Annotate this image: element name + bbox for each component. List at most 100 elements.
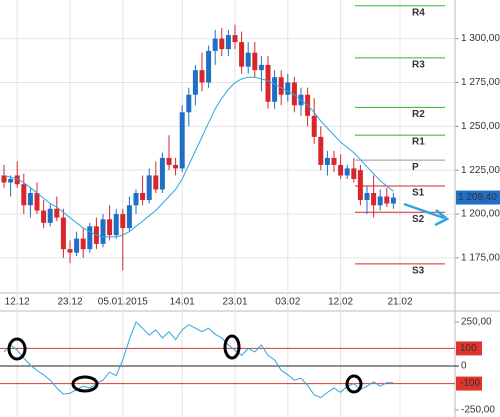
pivot-label: P <box>412 162 419 173</box>
arrow-shaft <box>403 202 445 220</box>
pivot-label: S3 <box>412 266 425 277</box>
candle-body <box>252 52 258 71</box>
candle-body <box>324 157 330 165</box>
candle-body <box>225 35 231 50</box>
candle-body <box>67 249 73 253</box>
x-tick-label: 23.12 <box>57 297 82 308</box>
candle-body <box>239 42 245 67</box>
candle-body <box>14 175 20 185</box>
candle-body <box>146 175 152 201</box>
candle-body <box>344 168 350 176</box>
x-tick-label: 05.01.2015 <box>98 297 148 308</box>
candle-body <box>34 192 40 211</box>
candle-body <box>364 192 370 201</box>
y-tick-label: 1 175,00 <box>461 253 500 264</box>
candle-body <box>107 219 113 236</box>
x-tick-label: 23.01 <box>222 297 247 308</box>
x-tick-label: 21.02 <box>387 297 412 308</box>
candle-body <box>113 214 119 236</box>
cci-line <box>3 321 394 399</box>
price-tag <box>456 190 500 205</box>
level-label: -100 <box>460 378 480 389</box>
y-tick-label: 1 225,00 <box>461 165 500 176</box>
level-tag <box>456 341 482 356</box>
price-tag-label: 1 209,40 <box>458 192 497 203</box>
candle-body <box>377 196 383 206</box>
pivot-label: R2 <box>412 109 425 120</box>
candle-body <box>126 205 132 229</box>
pivot-label: S1 <box>412 188 425 199</box>
candle-body <box>153 175 159 190</box>
candle-body <box>357 170 363 201</box>
y-tick-label: 250,00 <box>461 317 492 328</box>
candle-body <box>311 115 317 137</box>
candle-body <box>186 94 192 113</box>
candle-body <box>232 35 238 43</box>
oval <box>7 337 27 361</box>
pivot-label: R4 <box>412 7 425 18</box>
candle-body <box>206 50 212 83</box>
candle-body <box>87 226 93 250</box>
oval <box>71 375 99 393</box>
candle-body <box>8 178 14 183</box>
y-tick-label: 0 <box>461 361 467 372</box>
candle-body <box>318 136 324 165</box>
candle-body <box>331 157 337 165</box>
candle-body <box>265 64 271 102</box>
level-label: 100 <box>460 343 477 354</box>
candle-body <box>166 157 172 165</box>
candle-body <box>258 64 264 71</box>
candle-body <box>384 196 390 204</box>
candle-body <box>351 168 357 179</box>
y-tick-label: 1 200,00 <box>461 209 500 220</box>
arrow <box>403 202 450 227</box>
candle-body <box>192 70 198 95</box>
candle-body <box>371 192 377 206</box>
candle-body <box>47 208 53 223</box>
candle-body <box>41 210 47 223</box>
pivot-label: S2 <box>412 214 425 225</box>
candle-body <box>133 192 139 206</box>
x-tick-label: 12.02 <box>328 297 353 308</box>
candle-body <box>285 82 291 95</box>
y-tick-label: 1 300,00 <box>461 33 500 44</box>
y-tick-label: 1 250,00 <box>461 121 500 132</box>
candle-body <box>173 164 179 169</box>
candle-body <box>60 217 66 250</box>
candle-body <box>245 52 251 67</box>
candle-body <box>291 82 297 106</box>
candle-body <box>21 184 27 206</box>
x-tick-label: 03.02 <box>275 297 300 308</box>
candle-body <box>338 164 344 176</box>
candle-body <box>219 38 225 50</box>
candle-body <box>390 197 396 204</box>
oval <box>345 374 363 394</box>
arrow-head <box>434 209 450 227</box>
candle-body <box>140 192 146 201</box>
oval <box>223 334 241 360</box>
x-tick-label: 12.12 <box>5 297 30 308</box>
candle-body <box>1 175 7 183</box>
moving-average <box>3 76 394 238</box>
annotations <box>7 334 363 394</box>
pivot-label: R1 <box>412 137 425 148</box>
level-tag <box>456 376 482 391</box>
y-tick-label: -250,00 <box>461 405 495 416</box>
candle-body <box>199 70 205 83</box>
candle-body <box>159 157 165 190</box>
pivot-label: R3 <box>412 60 425 71</box>
candle-body <box>27 192 33 206</box>
candle-body <box>80 238 86 250</box>
x-tick-label: 14.01 <box>170 297 195 308</box>
candle-body <box>100 219 106 244</box>
candle-body <box>54 208 60 218</box>
candle-body <box>272 77 278 102</box>
candle-body <box>74 238 80 253</box>
candle-body <box>120 214 126 229</box>
y-tick-label: 1 275,00 <box>461 77 500 88</box>
candle-body <box>212 38 218 51</box>
candle-body <box>278 77 284 95</box>
candle-body <box>179 112 185 169</box>
